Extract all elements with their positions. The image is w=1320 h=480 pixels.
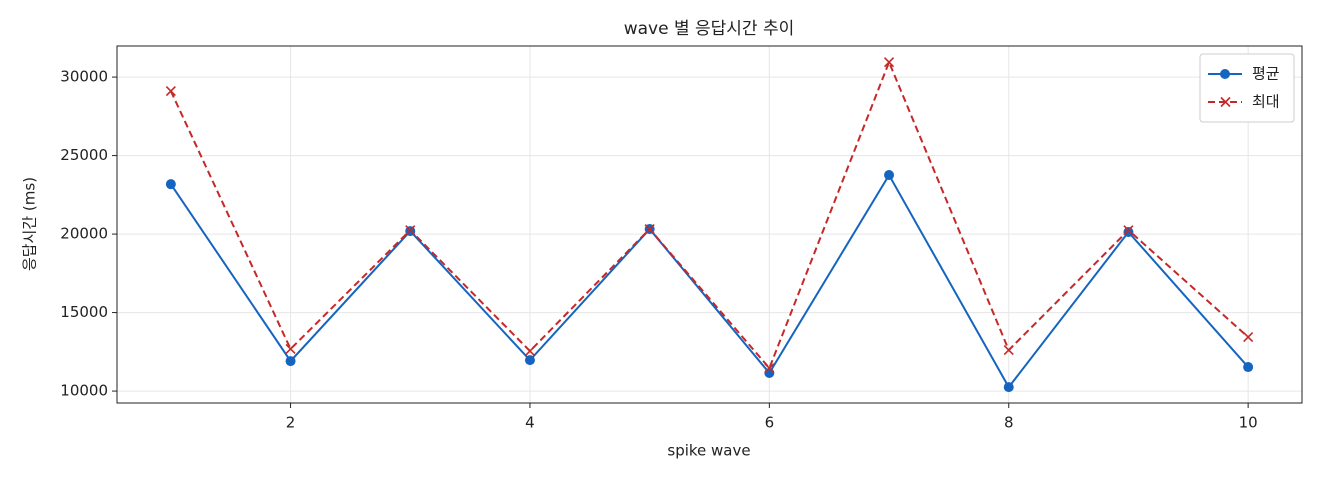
plot-frame (116, 45, 1303, 404)
legend-marker (1220, 96, 1231, 108)
point (1003, 382, 1014, 393)
point (884, 170, 895, 181)
x-tick-label: 8 (1004, 414, 1014, 432)
point (1123, 225, 1134, 236)
y-tick-label: 30000 (60, 68, 108, 86)
point (1243, 331, 1254, 343)
point (524, 345, 536, 357)
point (1123, 227, 1134, 238)
point (644, 223, 655, 235)
x-tick-label: 2 (286, 414, 296, 432)
x-tick-label: 4 (525, 414, 535, 432)
point (405, 225, 416, 236)
point (285, 356, 296, 367)
point (764, 363, 775, 374)
y-tick-label: 15000 (60, 303, 108, 321)
point (764, 368, 775, 379)
point (165, 85, 176, 97)
y-tick-label: 10000 (60, 382, 108, 400)
y-tick-label: 20000 (60, 225, 108, 243)
point (524, 355, 535, 366)
legend-marker (1220, 69, 1230, 79)
y-axis-label: 응답시간 (ms) (21, 177, 39, 271)
legend-box (1199, 53, 1295, 123)
point (1243, 362, 1254, 373)
chart-title: wave 별 응답시간 추이 (624, 19, 795, 39)
line (169, 59, 1249, 371)
point (285, 343, 296, 355)
x-tick-label: 6 (765, 414, 775, 432)
point (165, 179, 176, 190)
point (1003, 345, 1014, 356)
legend-label: 최대 (1252, 93, 1280, 111)
x-axis-label: spike wave (667, 442, 750, 460)
y-tick-label: 25000 (60, 146, 108, 164)
x-tick-label: 10 (1239, 414, 1258, 432)
point (883, 57, 895, 68)
line (170, 173, 1249, 389)
legend-label: 평균 (1252, 65, 1280, 83)
